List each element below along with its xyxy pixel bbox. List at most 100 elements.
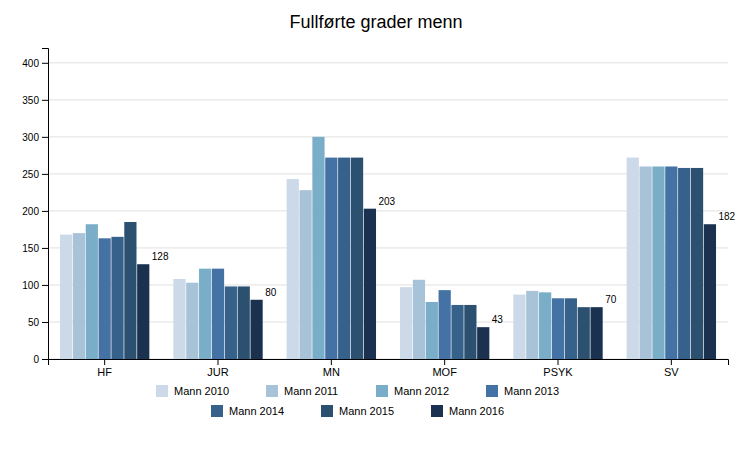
plot: 128802034370182050100150200250300350400H… (22, 49, 735, 378)
tick: 350 (22, 95, 48, 106)
tick: 0 (33, 354, 48, 365)
data-label: 128 (152, 251, 169, 262)
tick: SV (664, 359, 679, 378)
title: Fullførte grader menn (289, 12, 462, 32)
bar (590, 307, 602, 359)
tick-label: PSYK (543, 366, 573, 378)
tick-label: 100 (22, 280, 39, 291)
bar (325, 158, 337, 359)
tick-label: 0 (33, 354, 39, 365)
legend-swatch (486, 385, 498, 397)
bar (212, 269, 224, 359)
legend-item: Mann 2016 (431, 405, 504, 417)
legend-label: Mann 2012 (394, 385, 449, 397)
tick-mark (42, 137, 48, 138)
tick-label: 150 (22, 243, 39, 254)
bar (640, 166, 652, 359)
data-label: 70 (605, 294, 617, 305)
tick-label: MOF (432, 366, 457, 378)
axis-line (49, 360, 729, 366)
tick-mark (42, 322, 48, 323)
tick: PSYK (543, 359, 573, 378)
tick: HF (97, 359, 112, 378)
tick: MN (323, 359, 340, 378)
grid-line (48, 99, 728, 100)
series (60, 158, 639, 359)
bar (539, 292, 551, 359)
x-axis: HF JUR MN MOF PSYK SV (49, 359, 729, 378)
bar (691, 168, 703, 359)
tick-mark (42, 285, 48, 286)
tick-label: 400 (22, 58, 39, 69)
bar (665, 166, 677, 359)
bar (678, 168, 690, 359)
legend: Mann 2010Mann 2011Mann 2012Mann 2013Mann… (156, 385, 559, 417)
series (137, 209, 716, 359)
tick: 250 (22, 169, 48, 180)
data-label: 80 (265, 287, 277, 298)
bar (578, 307, 590, 359)
bars (60, 137, 716, 359)
legend-item: Mann 2013 (486, 385, 559, 397)
tick-mark (104, 359, 105, 365)
legend-swatch (211, 405, 223, 417)
legend-item: Mann 2015 (321, 405, 394, 417)
tick-label: JUR (207, 366, 228, 378)
bar (652, 166, 664, 359)
data-labels: 128802034370182 (152, 196, 736, 325)
bar (287, 179, 299, 359)
tick: 200 (22, 206, 48, 217)
bar (338, 158, 350, 359)
bar (225, 286, 237, 359)
series (124, 158, 703, 359)
bar (704, 224, 716, 359)
bar (413, 280, 425, 359)
tick: 400 (22, 58, 48, 69)
tick-mark (331, 359, 332, 365)
bar (199, 269, 211, 359)
y-axis: 0 50 100 150 200 250 300 350 400 (22, 49, 48, 365)
bar (312, 137, 324, 359)
bar (627, 158, 639, 359)
legend-swatch (321, 405, 333, 417)
tick: 300 (22, 132, 48, 143)
tick-label: SV (664, 366, 679, 378)
bar (238, 286, 250, 359)
grid-line (48, 247, 728, 248)
bar (86, 224, 98, 359)
tick-label: 350 (22, 95, 39, 106)
bar (439, 290, 451, 359)
tick-label: 250 (22, 169, 39, 180)
data-label: 182 (718, 211, 735, 222)
legend-label: Mann 2013 (504, 385, 559, 397)
bar (99, 238, 111, 359)
grid (48, 63, 728, 359)
tick: JUR (207, 359, 228, 378)
grid-line (48, 136, 728, 137)
grid-line (48, 173, 728, 174)
tick-label: MN (323, 366, 340, 378)
tick-label: 50 (28, 317, 40, 328)
tick-mark (42, 100, 48, 101)
tick-mark (42, 63, 48, 64)
bar (111, 237, 123, 359)
legend-label: Mann 2010 (174, 385, 229, 397)
tick-mark (444, 359, 445, 365)
tick-label: 300 (22, 132, 39, 143)
data-label: 203 (378, 196, 395, 207)
bar (526, 291, 538, 359)
tick-label: 200 (22, 206, 39, 217)
bar (464, 305, 476, 359)
tick-mark (42, 211, 48, 212)
bar (477, 327, 489, 359)
bar (186, 283, 198, 359)
grid-line (48, 321, 728, 322)
legend-swatch (266, 385, 278, 397)
tick-mark (558, 359, 559, 365)
tick: 50 (28, 317, 48, 328)
legend-item: Mann 2014 (211, 405, 284, 417)
axis-line (42, 49, 49, 360)
bar (60, 235, 72, 359)
tick-mark (218, 359, 219, 365)
bar (451, 305, 463, 359)
